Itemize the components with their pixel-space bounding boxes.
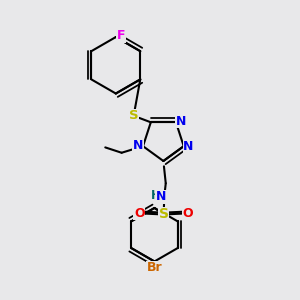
Text: S: S: [159, 208, 169, 221]
Text: N: N: [155, 190, 166, 203]
Text: H: H: [150, 189, 160, 202]
Text: S: S: [129, 109, 139, 122]
Text: N: N: [176, 115, 186, 128]
Text: Br: Br: [147, 262, 162, 275]
Text: O: O: [134, 206, 145, 220]
Text: N: N: [133, 139, 143, 152]
Text: O: O: [183, 206, 194, 220]
Text: N: N: [183, 140, 194, 153]
Text: F: F: [117, 29, 125, 42]
